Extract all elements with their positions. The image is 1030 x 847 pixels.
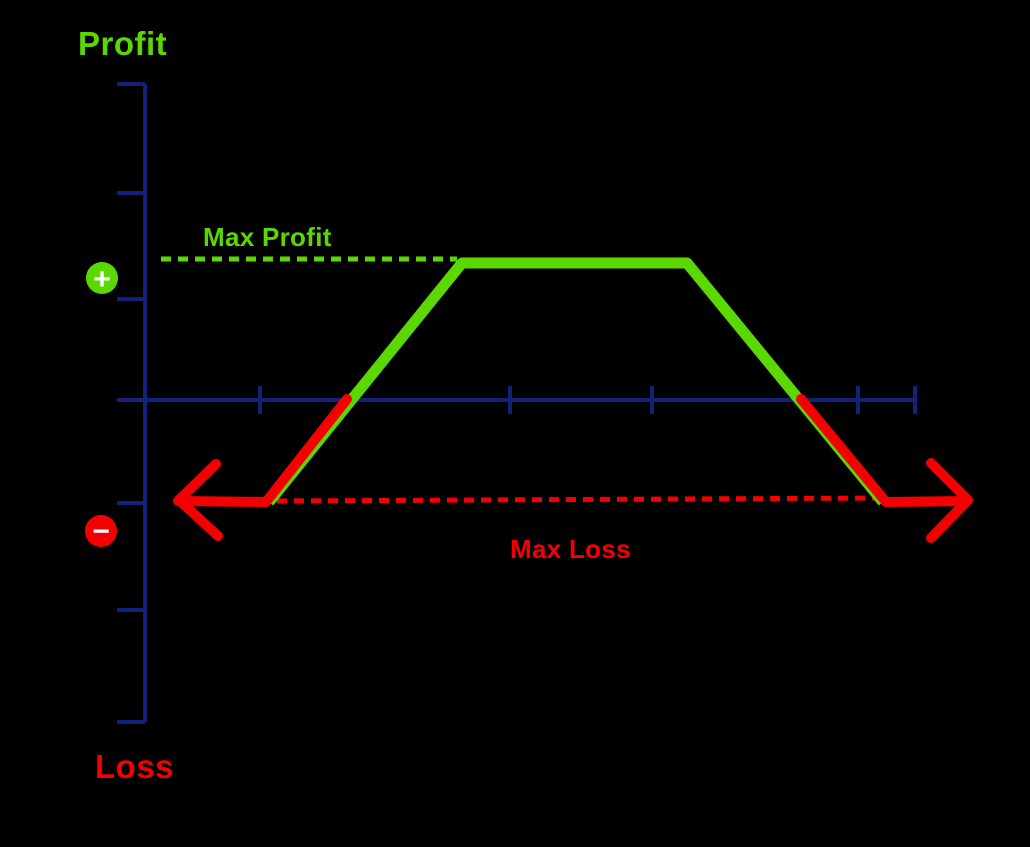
loss-axis-label: Loss [95, 748, 174, 785]
axes [117, 82, 917, 724]
minus-glyph: − [92, 515, 110, 548]
plus-glyph: + [93, 263, 111, 296]
plus-circle [86, 262, 118, 294]
minus-badge-icon: − [85, 515, 117, 548]
minus-circle [85, 515, 117, 547]
max-loss-dotted-line [276, 495, 877, 504]
payoff-line-red-right [796, 394, 971, 507]
max-loss-label: Max Loss [510, 534, 631, 564]
right-arrow-icon [926, 458, 973, 543]
plus-badge-icon: + [86, 262, 118, 296]
max-profit-label: Max Profit [203, 222, 332, 252]
payoff-line-red-left [173, 394, 352, 507]
profit-axis-label: Profit [78, 25, 167, 62]
payoff-line-green [264, 257, 888, 506]
left-arrow-icon [174, 459, 223, 541]
